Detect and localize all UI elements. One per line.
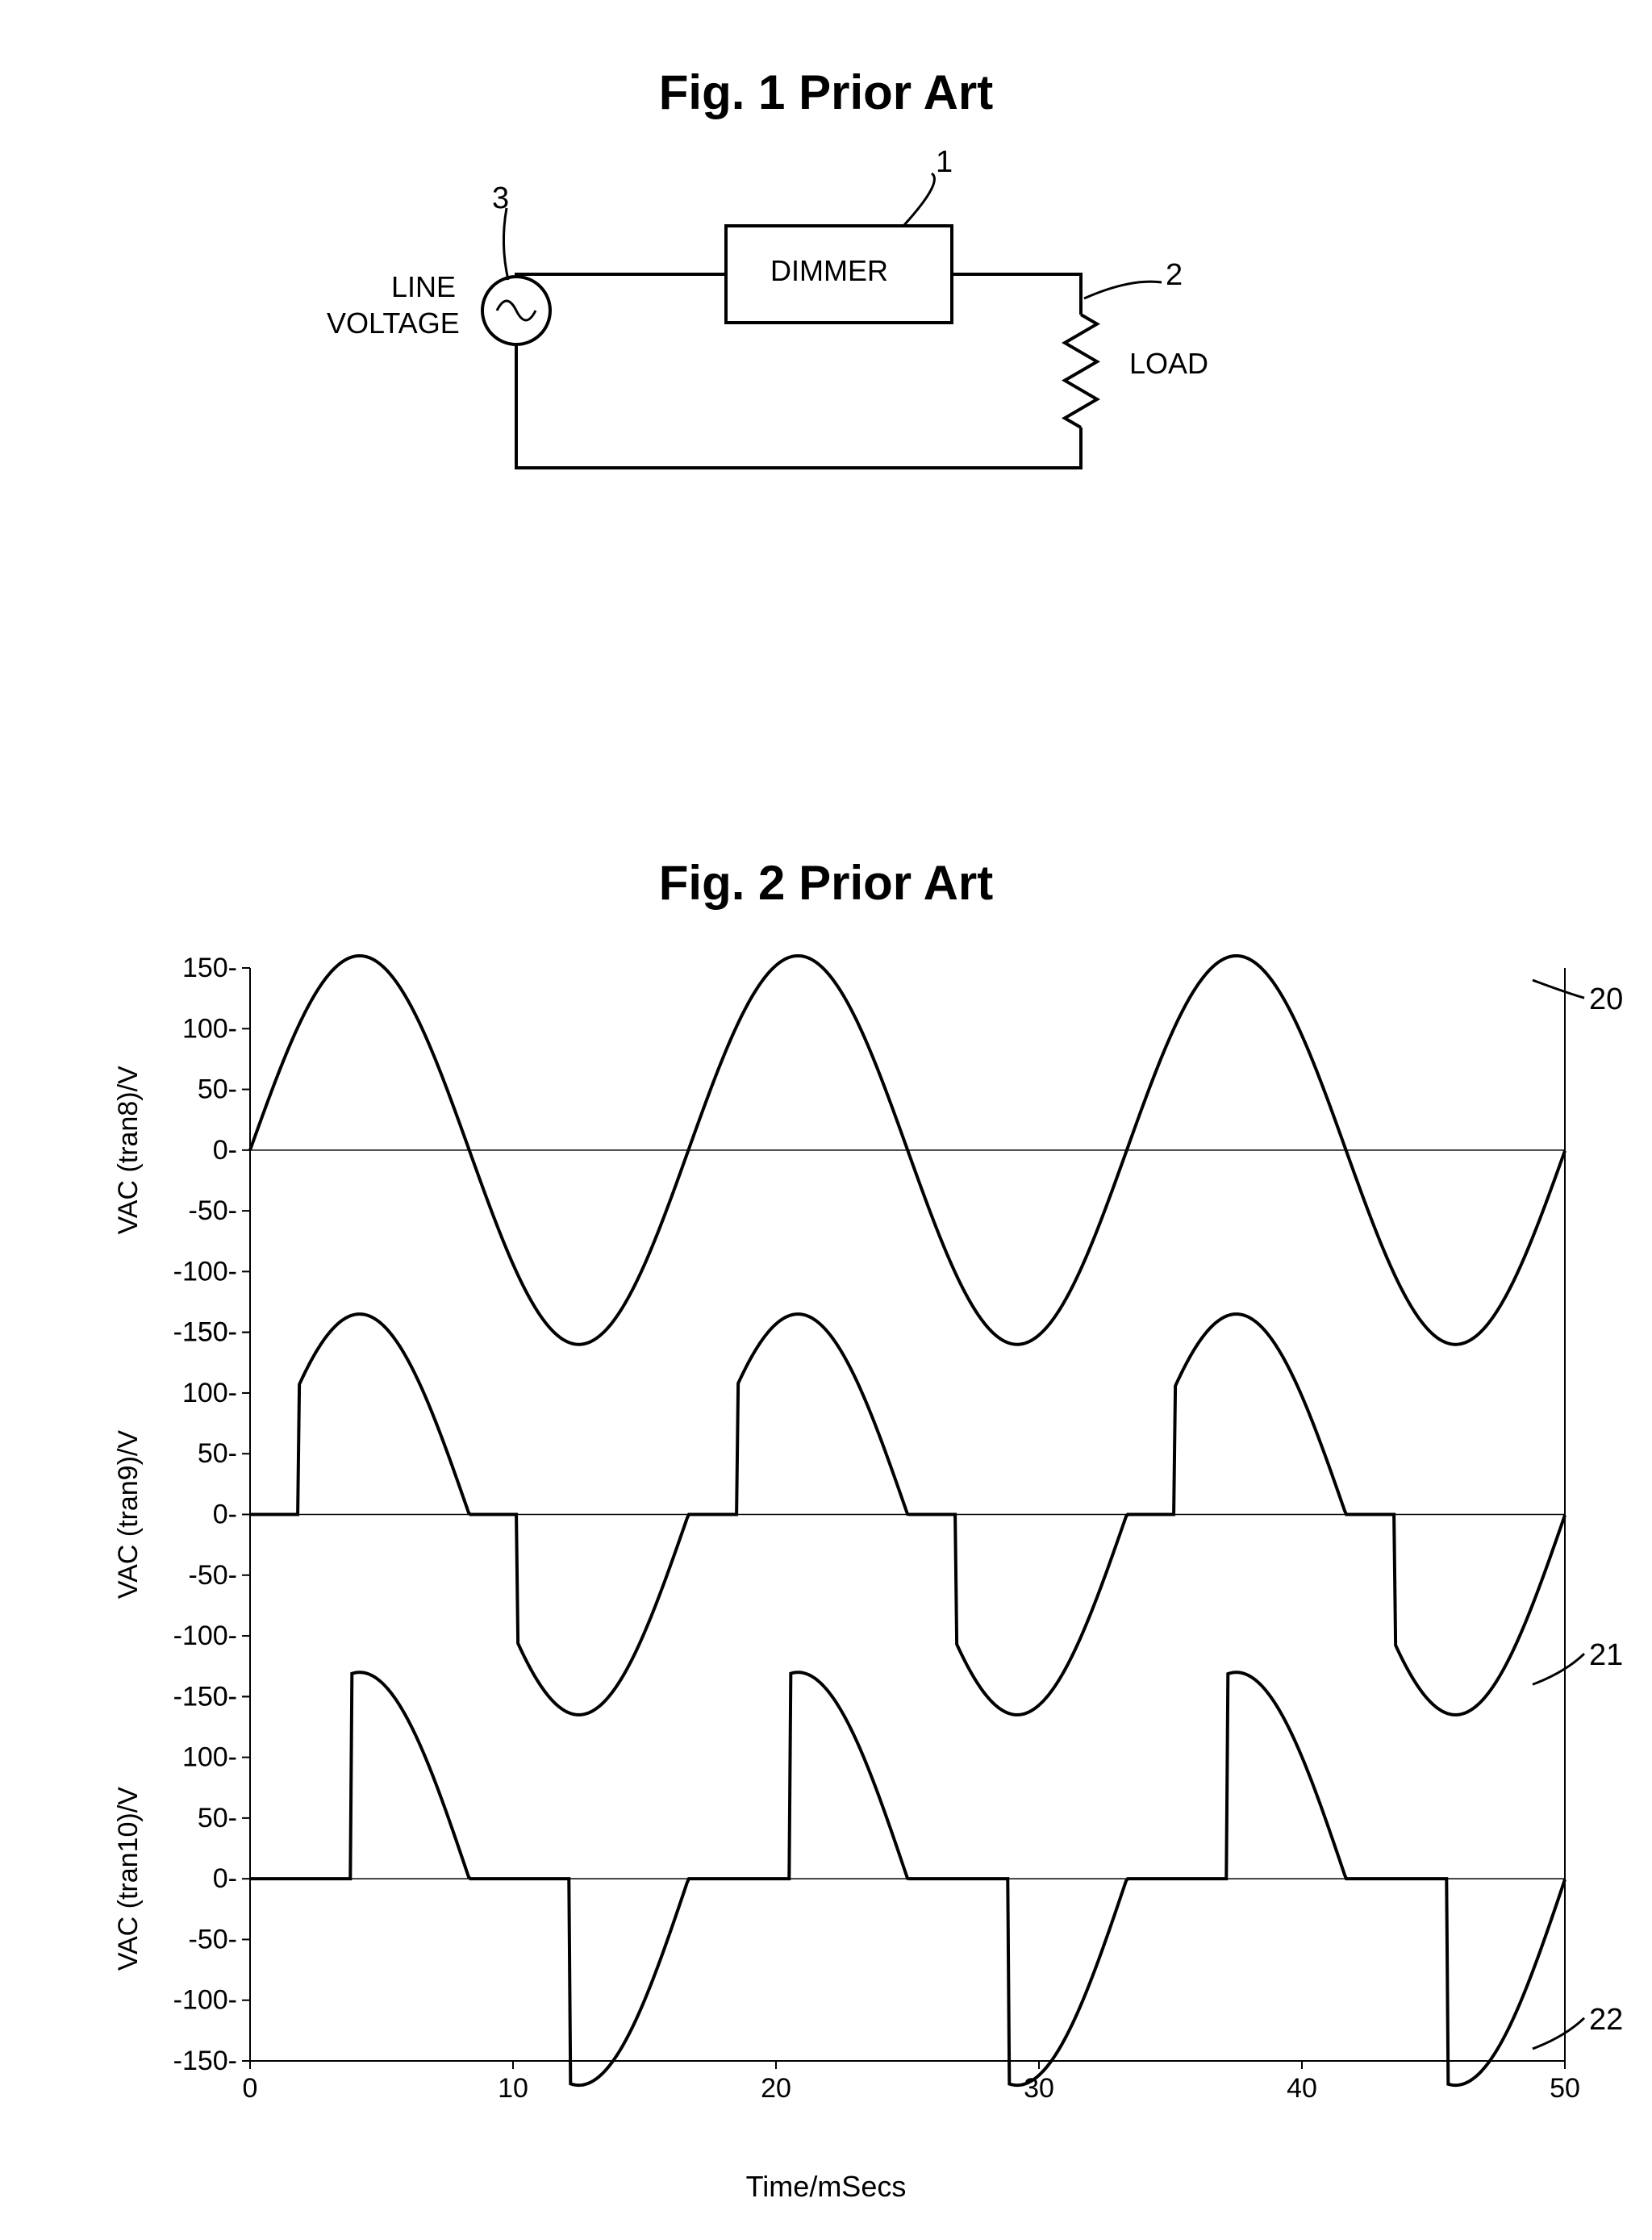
svg-text:VAC (tran10)/V: VAC (tran10)/V — [113, 1787, 144, 1971]
fig1-source-label2: VOLTAGE — [327, 307, 456, 340]
svg-text:0: 0 — [243, 2073, 258, 2104]
svg-text:-50-: -50- — [189, 1195, 237, 1226]
svg-text:20: 20 — [761, 2073, 791, 2104]
svg-text:0-: 0- — [213, 1135, 237, 1166]
svg-text:-100-: -100- — [173, 1256, 237, 1287]
svg-text:0-: 0- — [213, 1863, 237, 1894]
svg-text:22: 22 — [1589, 2003, 1623, 2037]
svg-text:10: 10 — [498, 2073, 528, 2104]
svg-text:150-: 150- — [182, 1681, 237, 1712]
svg-text:40: 40 — [1287, 2073, 1317, 2104]
fig2-xlabel: Time/mSecs — [0, 2170, 1652, 2204]
svg-text:50-: 50- — [198, 1803, 237, 1833]
svg-text:VAC (tran8)/V: VAC (tran8)/V — [113, 1066, 144, 1234]
svg-text:-100-: -100- — [173, 1985, 237, 2016]
fig2-chart: 0 10 20 30 40 50 150- 100- 50- 0- -50- -100- -150- VA… — [0, 928, 1652, 2218]
svg-text:100-: 100- — [182, 1378, 237, 1408]
svg-text:-150-: -150- — [173, 2046, 237, 2076]
fig1-load-label: LOAD — [1129, 347, 1208, 381]
fig2-title: Fig. 2 Prior Art — [0, 855, 1652, 911]
svg-text:30: 30 — [1024, 2073, 1054, 2104]
fig1-source-label1: LINE — [343, 270, 456, 304]
svg-text:50-: 50- — [198, 1074, 237, 1105]
svg-text:150-: 150- — [182, 953, 237, 983]
svg-text:20: 20 — [1589, 982, 1623, 1016]
svg-text:100-: 100- — [182, 1013, 237, 1044]
fig1-dimmer-label: DIMMER — [770, 254, 888, 288]
svg-text:150-: 150- — [182, 1317, 237, 1348]
svg-text:100-: 100- — [182, 1742, 237, 1773]
svg-text:-50-: -50- — [189, 1924, 237, 1954]
fig1-ref-source: 3 — [492, 181, 509, 216]
svg-text:VAC (tran9)/V: VAC (tran9)/V — [113, 1430, 144, 1599]
fig1-ref-dimmer: 1 — [936, 145, 953, 180]
svg-text:50: 50 — [1550, 2073, 1580, 2104]
svg-text:0-: 0- — [213, 1500, 237, 1530]
svg-text:-100-: -100- — [173, 1621, 237, 1651]
svg-text:-50-: -50- — [189, 1560, 237, 1591]
svg-text:50-: 50- — [198, 1438, 237, 1469]
svg-text:21: 21 — [1589, 1638, 1623, 1672]
fig1-ref-load: 2 — [1166, 258, 1183, 293]
